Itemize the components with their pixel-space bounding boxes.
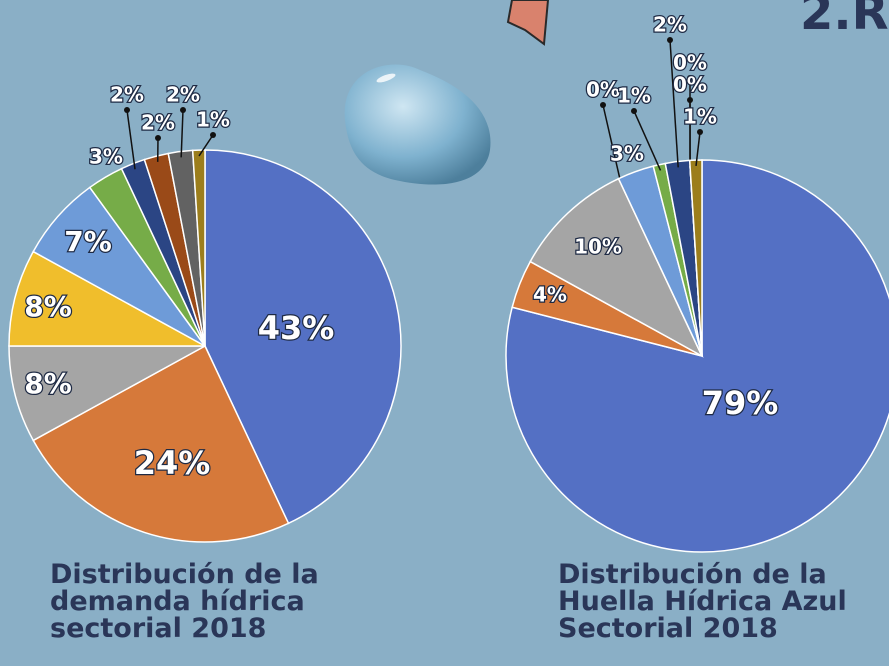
leader-dot	[210, 132, 216, 138]
leader-dot	[697, 129, 703, 135]
data-label: 0%	[586, 78, 620, 102]
data-label: 79%	[702, 384, 779, 422]
data-label: 8%	[24, 367, 72, 400]
leader-line	[127, 110, 135, 169]
data-label: 4%	[533, 283, 567, 307]
caption-line: sectorial 2018	[50, 613, 266, 644]
leader-dot	[124, 107, 130, 113]
leader-dot	[631, 108, 637, 114]
data-label: 24%	[134, 444, 211, 482]
data-label: 2%	[166, 83, 200, 107]
data-label: 2%	[110, 83, 144, 107]
data-label: 43%	[258, 309, 335, 347]
data-label: 2%	[653, 13, 687, 37]
data-label: 3%	[89, 145, 123, 169]
leader-dot	[600, 102, 606, 108]
slide-title: 2.R	[800, 0, 889, 41]
leader-line	[181, 110, 183, 157]
data-label: 2%	[141, 111, 175, 135]
water-drop	[345, 64, 491, 184]
data-label: 1%	[617, 84, 651, 108]
leader-dot	[180, 107, 186, 113]
data-label: 0%	[673, 51, 707, 75]
leader-dot	[667, 37, 673, 43]
data-label: 7%	[64, 225, 112, 258]
caption-line: Sectorial 2018	[558, 613, 778, 644]
data-label: 10%	[574, 235, 622, 259]
slide: 2.R 43%24%8%8%7%3%2%2%2%1%Distribución d…	[0, 0, 889, 666]
leader-dot	[155, 135, 161, 141]
data-label: 8%	[24, 290, 72, 323]
data-label: 3%	[610, 142, 644, 166]
leader-dot	[687, 97, 693, 103]
data-label: 0%	[673, 73, 707, 97]
data-label: 1%	[196, 108, 230, 132]
decor-shape	[508, 0, 548, 44]
data-label: 1%	[683, 105, 717, 129]
